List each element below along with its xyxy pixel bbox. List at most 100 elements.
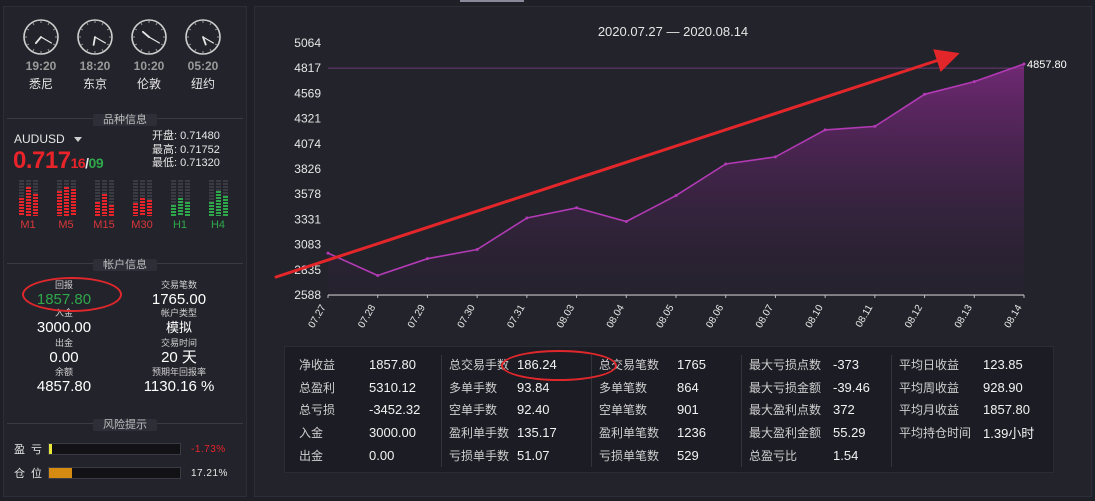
timeframe-h4[interactable]: H4 xyxy=(202,180,234,232)
y-tick-label: 2588 xyxy=(294,288,321,302)
high-price: 最高: 0.71752 xyxy=(152,143,220,156)
stat-value: -3452.32 xyxy=(369,402,421,418)
column-divider xyxy=(591,355,592,467)
stat-label: 平均月收益 xyxy=(899,403,960,418)
strength-bar xyxy=(139,180,145,216)
y-tick-label: 5064 xyxy=(294,36,321,50)
data-point xyxy=(823,128,827,132)
chevron-down-icon[interactable] xyxy=(73,136,82,142)
clock-city: 悉尼 xyxy=(28,77,53,91)
strength-bar-fill xyxy=(208,201,214,216)
stats-row: 最大盈利金额 55.29 xyxy=(749,421,870,444)
stat-label: 多单手数 xyxy=(449,380,498,395)
stat-value: 55.29 xyxy=(833,425,866,441)
timeframe-h1[interactable]: H1 xyxy=(164,180,196,232)
stat-label: 亏损单笔数 xyxy=(599,449,660,464)
y-tick-label: 4074 xyxy=(294,137,321,151)
position-bar xyxy=(48,467,181,479)
timeframe-m15[interactable]: M15 xyxy=(88,180,120,232)
clock-minute-hand xyxy=(148,36,160,44)
strength-bar-fill xyxy=(108,205,114,216)
column-divider xyxy=(891,355,892,467)
timeframe-m30[interactable]: M30 xyxy=(126,180,158,232)
clock-tick xyxy=(52,43,56,46)
strength-bars xyxy=(56,180,76,216)
x-tick-label: 08.10 xyxy=(804,303,826,331)
stats-row: 总亏损 -3452.32 xyxy=(299,399,420,422)
withdraw-label: 出金 xyxy=(54,338,73,348)
clock-tick xyxy=(134,43,138,46)
clock-tick xyxy=(26,43,30,46)
stat-value: -39.46 xyxy=(833,379,870,395)
clock-minute-hand xyxy=(202,36,214,44)
account-section-title: 帐户信息 xyxy=(3,256,247,271)
data-point xyxy=(873,124,877,128)
clock-tick xyxy=(101,48,104,52)
data-point xyxy=(525,216,529,220)
clock-icon xyxy=(77,19,113,55)
timeframe-label: M5 xyxy=(58,219,74,231)
statistics-table: 净收益 1857.80 总盈利 5310.12 总亏损 -3452.32 入金 3000.00… xyxy=(284,346,1054,473)
equity-chart: 5064 4817 4569 4321 4074 3826 3578 3331 3083 2835… xyxy=(274,36,1067,331)
x-tick-label: 08.04 xyxy=(605,303,627,331)
stat-label: 最大亏损点数 xyxy=(749,357,822,372)
clock-hour-hand xyxy=(34,36,42,45)
stat-value: 529 xyxy=(677,448,699,464)
stat-value: 901 xyxy=(677,402,699,418)
strength-bars xyxy=(18,180,38,216)
stats-row: 净收益 1857.80 xyxy=(299,353,420,376)
stat-label: 平均周收益 xyxy=(899,380,960,395)
account-type-stat: 帐户类型 模拟 xyxy=(124,306,234,336)
chart-title: 2020.07.27 — 2020.08.14 xyxy=(597,24,749,39)
x-tick-label: 08.11 xyxy=(854,303,876,330)
clock-hour-hand xyxy=(141,30,150,38)
clock-tick xyxy=(160,43,164,46)
y-tick-label: 4321 xyxy=(294,112,321,126)
open-price: 开盘: 0.71480 xyxy=(152,130,220,142)
symbol-selector[interactable]: AUDUSD xyxy=(14,132,82,146)
strength-bar-fill xyxy=(215,190,221,216)
position-row: 仓位 17.21% xyxy=(14,465,234,481)
data-point xyxy=(376,273,380,277)
clock-tick xyxy=(86,48,89,52)
balance-label: 余额 xyxy=(54,367,73,377)
clock-tick xyxy=(26,28,30,31)
deposit-stat: 入金 3000.00 xyxy=(14,306,114,336)
stats-column: 总交易笔数 1765 多单笔数 864 空单笔数 901 盈利单笔数 1236 亏损单笔数 529 xyxy=(599,353,706,467)
strength-bar-fill xyxy=(139,198,145,216)
y-tick-label: 3083 xyxy=(294,238,321,252)
clock-tick xyxy=(209,22,212,26)
timeframe-m1[interactable]: M1 xyxy=(12,180,44,232)
highlight-ellipse-return xyxy=(22,277,122,312)
ohlc-info: 开盘: 0.71480 最高: 0.71752 最低: 0.71320 xyxy=(152,130,220,171)
strength-bar xyxy=(32,180,38,216)
withdraw-value: 0.00 xyxy=(49,349,79,366)
data-point xyxy=(773,155,777,159)
clock-icon xyxy=(185,19,221,55)
stat-label: 平均持仓时间 xyxy=(899,426,972,441)
timeframe-m5[interactable]: M5 xyxy=(50,180,82,232)
balance-value: 4857.80 xyxy=(36,378,92,395)
world-clocks: 19:20 悉尼 18:20 东京 10:20 伦敦 05:20 纽约 xyxy=(14,18,230,96)
timeframe-label: M30 xyxy=(131,219,153,231)
stat-label: 总亏损 xyxy=(299,403,336,418)
stat-label: 亏损单手数 xyxy=(449,449,510,464)
withdraw-stat: 出金 0.00 xyxy=(14,336,114,366)
strength-bar xyxy=(177,180,183,216)
strength-bar-fill xyxy=(170,205,176,216)
stats-column: 最大亏损点数 -373 最大亏损金额 -39.46 最大盈利点数 372 最大盈利金额 55.… xyxy=(749,353,870,467)
stat-value: 1236 xyxy=(677,425,706,441)
pnl-bar-fill xyxy=(49,444,52,454)
strength-bar xyxy=(70,180,76,216)
stats-row: 平均持仓时间 1.39小时 xyxy=(899,421,1034,444)
clock-tick xyxy=(80,28,84,31)
strength-bar xyxy=(215,180,221,216)
stat-label: 盈利单笔数 xyxy=(599,426,660,441)
annual-return-value: 1130.16 % xyxy=(143,378,215,395)
x-tick-label: 08.12 xyxy=(903,303,925,331)
stat-value: 1.54 xyxy=(833,448,859,464)
strength-bar xyxy=(108,180,114,216)
clock-london: 10:20 伦敦 xyxy=(122,18,176,96)
strength-bar xyxy=(101,180,107,216)
x-tick-label: 08.06 xyxy=(704,303,726,331)
